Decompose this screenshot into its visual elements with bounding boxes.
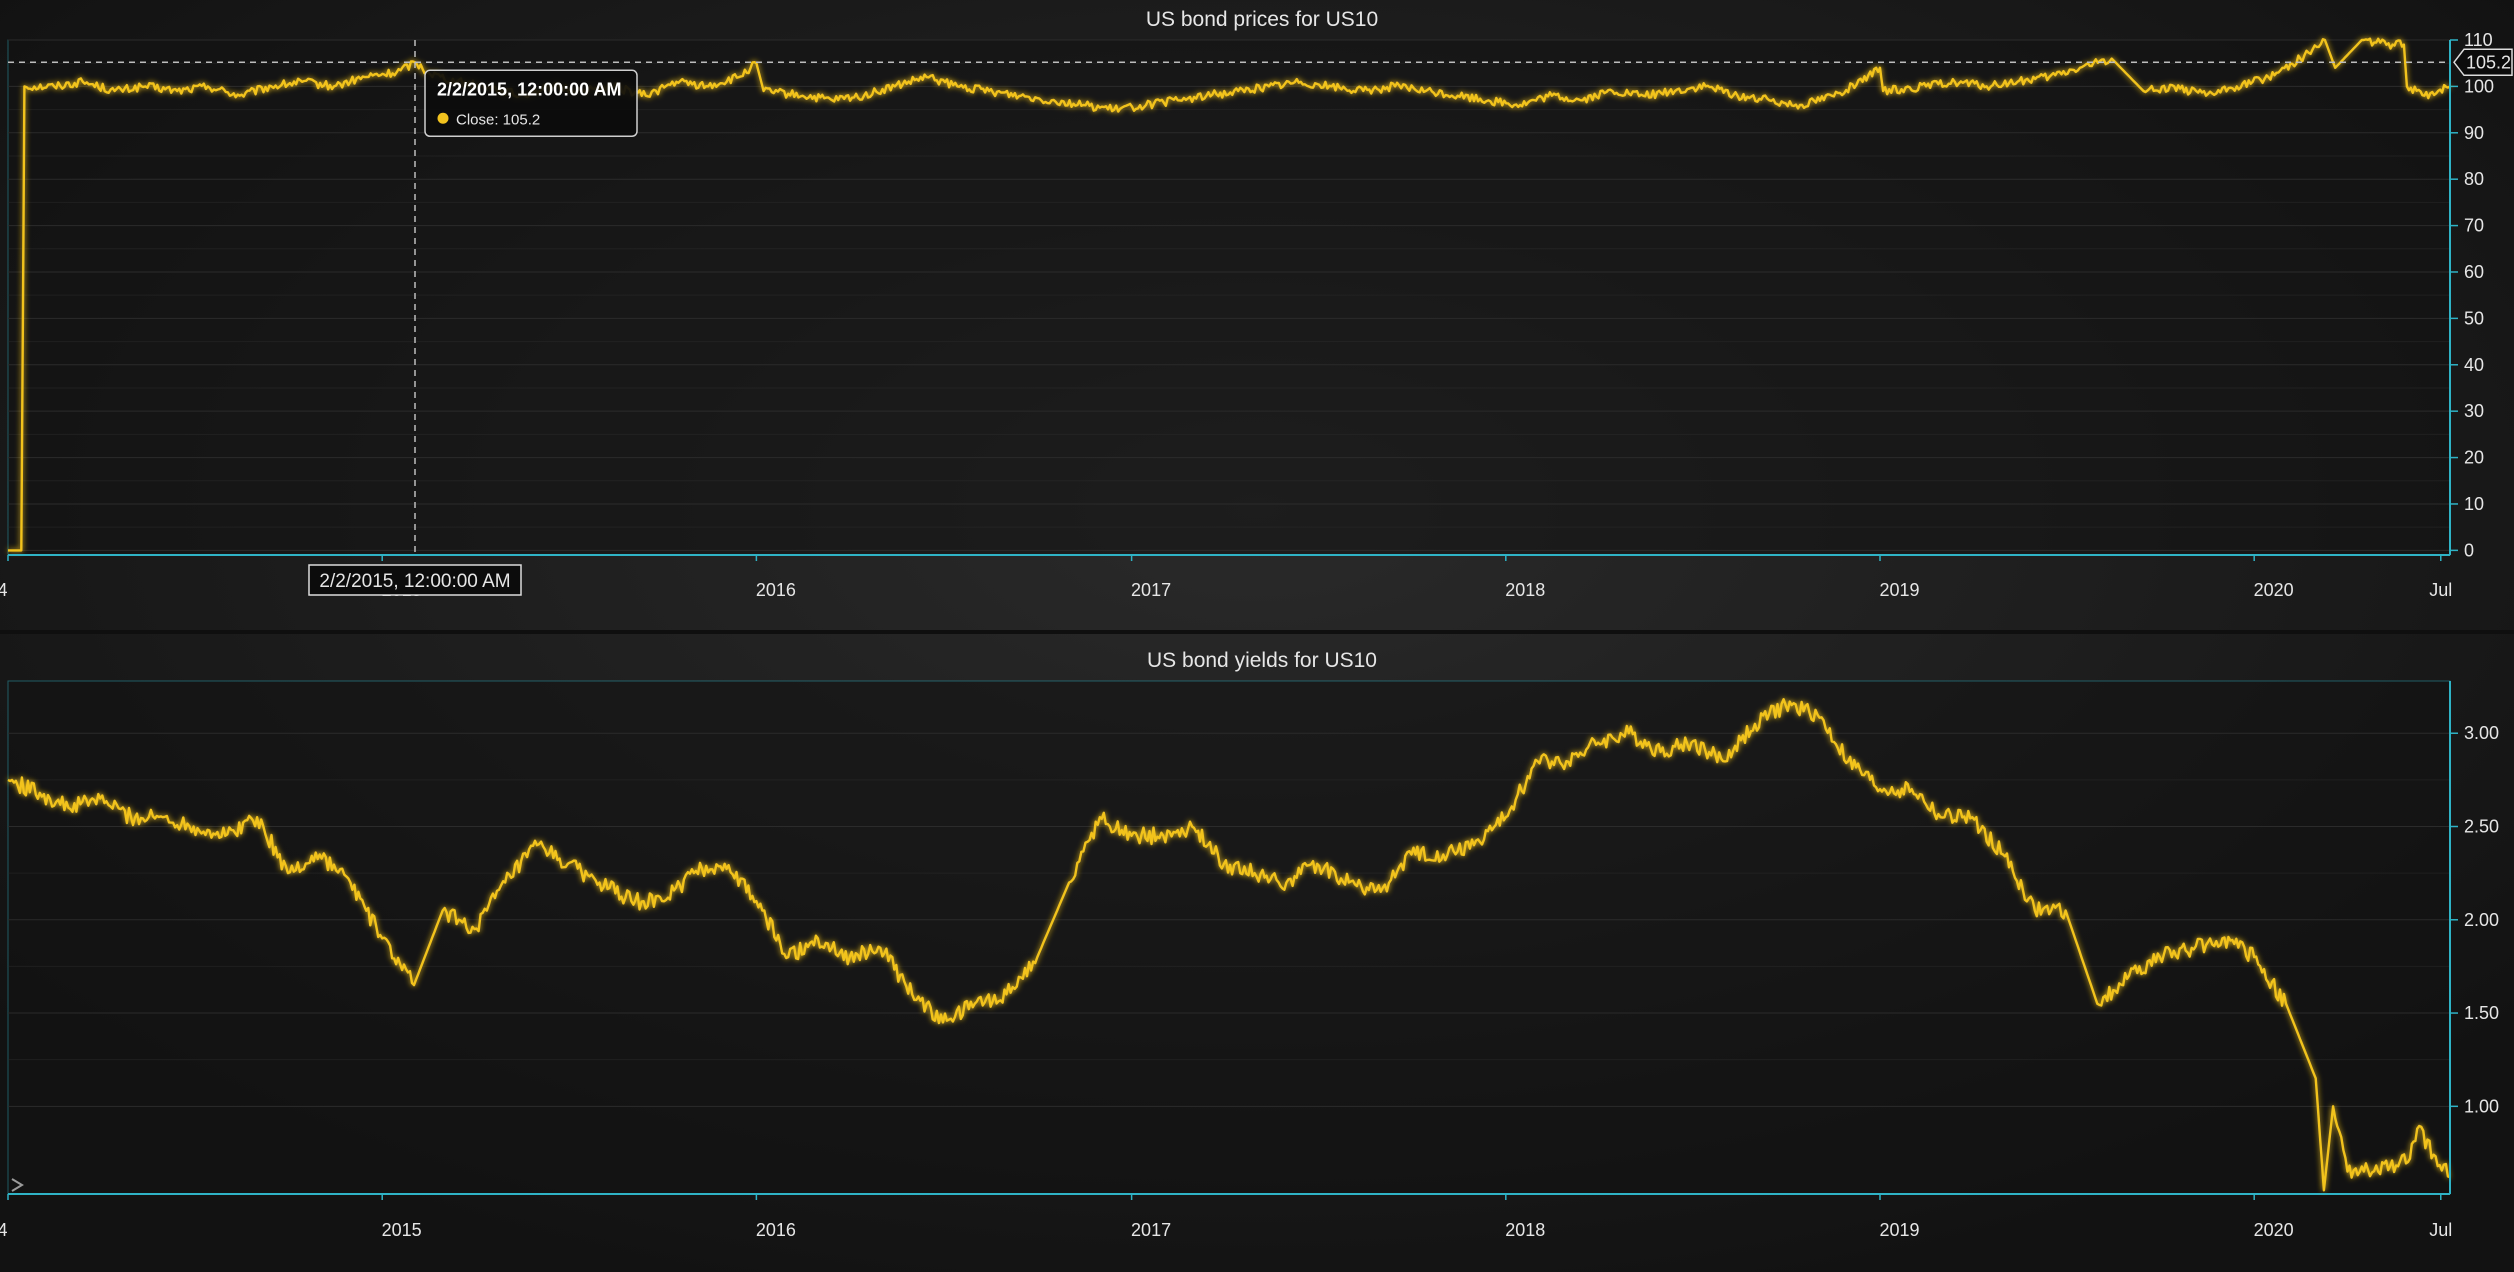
y-tick-label: 40 — [2464, 355, 2484, 375]
x-tick-label: 2017 — [1131, 1220, 1171, 1240]
price-chart-title: US bond prices for US10 — [1146, 8, 1378, 31]
yield-plot-area[interactable] — [7, 680, 2451, 1195]
x-tick-label: Jul — [2429, 580, 2452, 600]
x-tick-label: Jul — [2429, 1220, 2452, 1240]
cursor-value-label-box — [2453, 48, 2513, 77]
yield-chart-title: US bond yields for US10 — [1147, 649, 1377, 672]
y-tick-label: 50 — [2464, 308, 2484, 328]
crosshair-x-label: 2/2/2015, 12:00:00 AM — [308, 564, 522, 596]
x-tick-label: 2014 — [0, 580, 8, 600]
x-tick-label: 2017 — [1131, 580, 1171, 600]
x-tick-label: 2018 — [1505, 580, 1545, 600]
y-tick-label: 20 — [2464, 448, 2484, 468]
yield-x-axis: 2014 2015 2016 2017 2018 2019 2020 Jul — [0, 1194, 2452, 1240]
y-tick-label: 2.50 — [2464, 817, 2499, 837]
price-plot-area[interactable] — [7, 39, 2451, 556]
x-tick-label: 2019 — [1879, 1220, 1919, 1240]
x-tick-label: 2019 — [1879, 580, 1919, 600]
y-tick-label: 110 — [2464, 30, 2493, 50]
cursor-value-label-text: 105.2 — [2466, 52, 2511, 72]
cursor-value-label: 105.2 — [2453, 48, 2513, 77]
y-tick-label: 3.00 — [2464, 723, 2499, 743]
y-tick-label: 90 — [2464, 123, 2484, 143]
y-tick-label: 30 — [2464, 401, 2484, 421]
yield-chart[interactable]: US bond yields for US10 1.00 1.50 2.00 2.50… — [0, 649, 2499, 1240]
panel-separator — [0, 630, 2514, 634]
price-chart[interactable]: US bond prices for US10 0 10 20 30 40 50 60 70 8… — [0, 8, 2513, 600]
x-tick-label: 2016 — [756, 1220, 796, 1240]
yield-grid — [8, 732, 2450, 1107]
y-tick-label: 100 — [2464, 76, 2494, 96]
tooltip-series-marker — [437, 112, 449, 124]
price-y-axis: 0 10 20 30 40 50 60 70 80 90 100 110 — [2450, 30, 2494, 560]
x-tick-label: 2020 — [2254, 580, 2294, 600]
y-tick-label: 1.50 — [2464, 1003, 2499, 1023]
y-tick-label: 2.00 — [2464, 910, 2499, 930]
x-tick-label: 2014 — [0, 1220, 8, 1240]
y-tick-label: 0 — [2464, 540, 2474, 560]
x-tick-label: 2018 — [1505, 1220, 1545, 1240]
x-tick-label: 2015 — [382, 1220, 422, 1240]
yield-series — [7, 698, 2451, 1192]
crosshair-x-label-box — [308, 564, 522, 596]
x-tick-label: 2020 — [2254, 1220, 2294, 1240]
series-line — [7, 698, 2451, 1192]
y-tick-label: 80 — [2464, 169, 2484, 189]
tooltip-box — [424, 69, 638, 138]
scroll-left-arrow-icon[interactable] — [11, 1178, 24, 1192]
yield-y-axis: 1.00 1.50 2.00 2.50 3.00 — [2450, 723, 2499, 1116]
tooltip: 2/2/2015, 12:00:00 AM Close: 105.2 — [424, 69, 638, 138]
tooltip-title: 2/2/2015, 12:00:00 AM — [437, 79, 621, 99]
y-tick-label: 10 — [2464, 494, 2484, 514]
y-tick-label: 60 — [2464, 262, 2484, 282]
x-tick-label: 2016 — [756, 580, 796, 600]
tooltip-entry: Close: 105.2 — [456, 111, 540, 128]
crosshair-x-label-text: 2/2/2015, 12:00:00 AM — [319, 571, 510, 592]
y-tick-label: 70 — [2464, 216, 2484, 236]
y-tick-label: 1.00 — [2464, 1096, 2499, 1116]
